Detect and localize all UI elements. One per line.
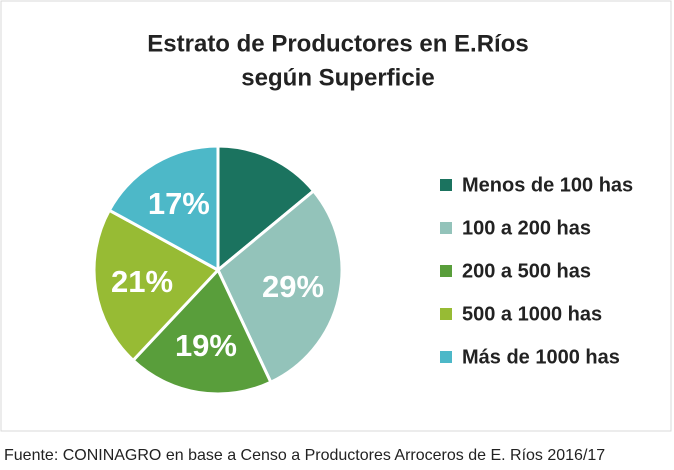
pie-slice (107, 144, 220, 273)
legend-label: Más de 1000 has (462, 346, 620, 368)
slice-label: 29% (262, 269, 324, 304)
pie-slice (216, 144, 316, 274)
slice-label: 17% (148, 186, 210, 221)
chart-title: Estrato de Productores en E.Ríos (147, 30, 528, 57)
legend-swatch (440, 222, 452, 234)
legend-label: 200 a 500 has (462, 260, 591, 282)
source-note: Fuente: CONINAGRO en base a Censo a Prod… (4, 447, 605, 464)
legend-swatch (440, 308, 452, 320)
slice-label: 21% (111, 264, 173, 299)
legend-label: 100 a 200 has (462, 217, 591, 239)
legend-swatch (440, 351, 452, 363)
pie-slice (130, 267, 273, 396)
pie-slice (92, 208, 221, 363)
slice-label: 19% (175, 328, 237, 363)
legend-label: Menos de 100 has (462, 174, 633, 196)
legend-swatch (440, 179, 452, 191)
legend-swatch (440, 265, 452, 277)
legend-label: 500 a 1000 has (462, 303, 602, 325)
chart-subtitle: según Superficie (241, 64, 434, 91)
